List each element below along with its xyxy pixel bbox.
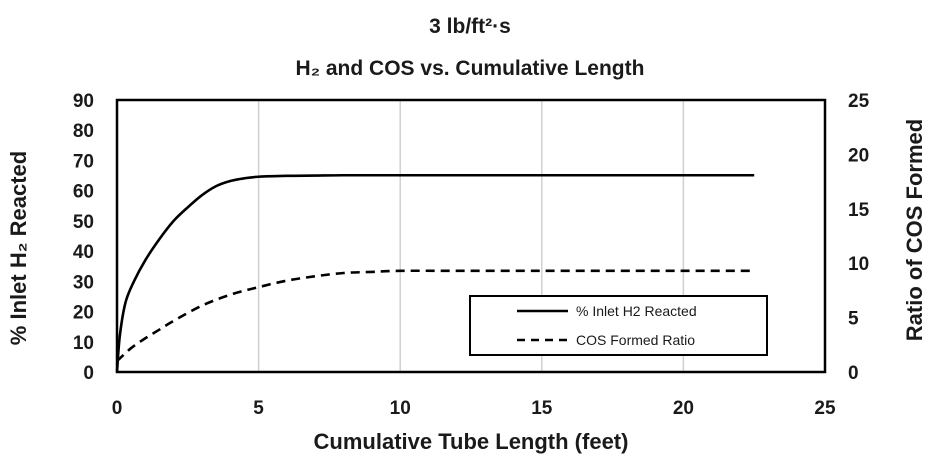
series-layer xyxy=(115,173,755,373)
legend-label-h2: % Inlet H2 Reacted xyxy=(576,303,697,319)
series-line-cos-formed xyxy=(116,269,755,363)
y-right-tick-label: 20 xyxy=(848,145,869,166)
y-right-tick-label: 25 xyxy=(848,91,870,112)
y-axis-left-label: % Inlet H₂ Reacted xyxy=(6,151,31,345)
x-tick-label: 15 xyxy=(531,398,553,419)
y-left-tick-label: 10 xyxy=(73,333,94,354)
y-left-tick-label: 90 xyxy=(73,91,94,112)
y-right-tick-label: 15 xyxy=(848,200,870,221)
y-left-tick-label: 60 xyxy=(73,182,94,203)
x-tick-label: 20 xyxy=(673,398,694,419)
x-tick-label: 5 xyxy=(253,398,264,419)
y-left-tick-label: 50 xyxy=(73,212,94,233)
y-axis-right-label: Ratio of COS Formed xyxy=(902,119,927,341)
x-tick-label: 25 xyxy=(814,398,836,419)
series-line-h2-reacted xyxy=(115,173,755,373)
legend: % Inlet H2 Reacted COS Formed Ratio xyxy=(469,295,768,356)
legend-box xyxy=(469,295,768,356)
legend-label-cos: COS Formed Ratio xyxy=(576,332,695,348)
y-left-tick-label: 0 xyxy=(83,363,94,384)
y-right-tick-label: 0 xyxy=(848,363,859,384)
y-left-tick-label: 70 xyxy=(73,151,94,172)
x-axis-label: Cumulative Tube Length (feet) xyxy=(314,429,629,454)
y-left-tick-label: 80 xyxy=(73,121,94,142)
y-left-tick-label: 40 xyxy=(73,242,94,263)
chart-subtitle: H₂ and COS vs. Cumulative Length xyxy=(296,57,645,80)
x-tick-label: 0 xyxy=(112,398,123,419)
y-right-tick-label: 5 xyxy=(848,309,859,330)
chart-title: 3 lb/ft²·s xyxy=(429,15,511,38)
y-left-tick-label: 20 xyxy=(73,303,94,324)
plot-area xyxy=(115,98,827,374)
tick-labels: 0 5 10 15 20 25 0 10 20 30 40 50 60 70 80 90 0 5 10 15 20 25 xyxy=(73,91,870,419)
y-left-tick-label: 30 xyxy=(73,272,94,293)
y-right-tick-label: 10 xyxy=(848,254,869,275)
x-tick-label: 10 xyxy=(390,398,411,419)
